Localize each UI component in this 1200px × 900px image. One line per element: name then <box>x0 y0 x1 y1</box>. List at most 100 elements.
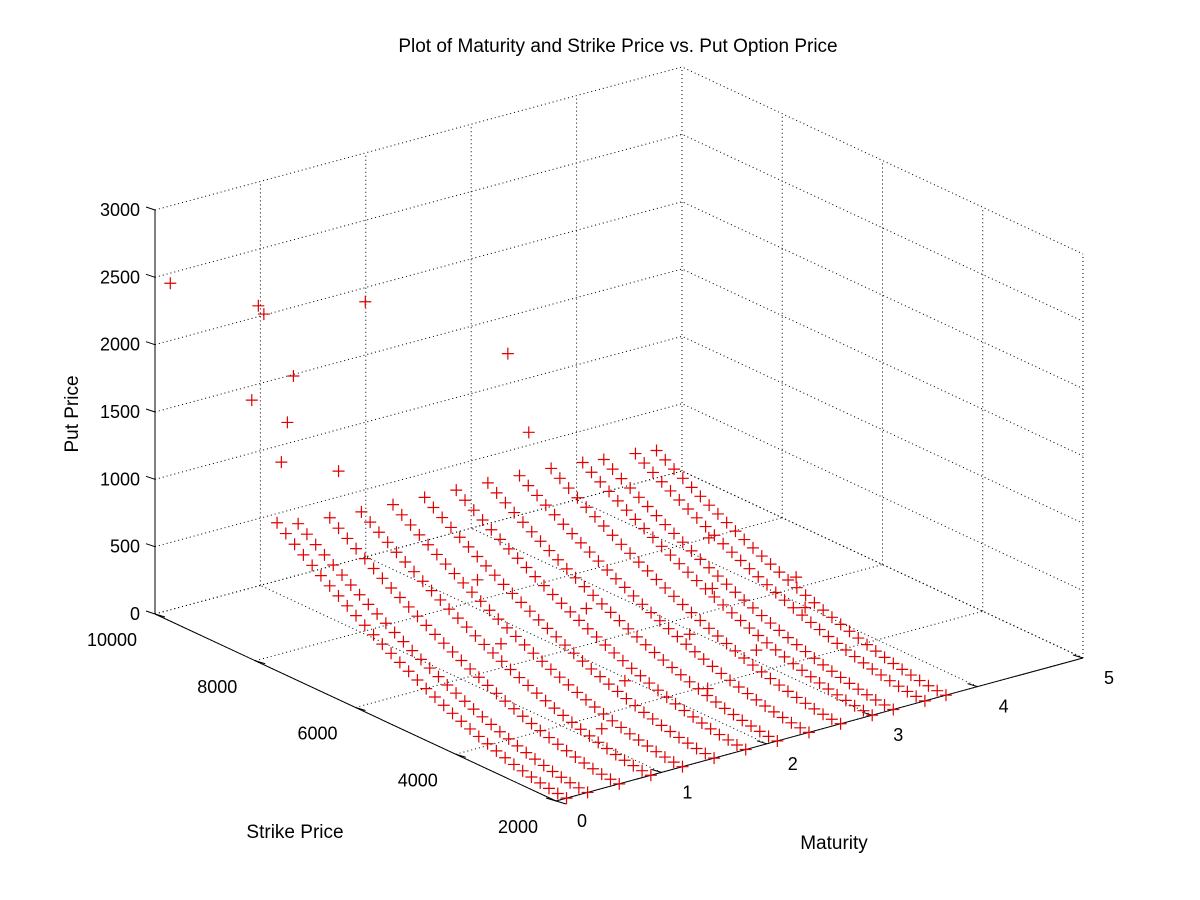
data-point-s4-2 <box>658 751 671 764</box>
data-point-s3-1 <box>636 764 649 777</box>
data-point-s9-32 <box>553 472 566 485</box>
data-point-s5-27 <box>471 550 484 563</box>
data-point-s1-25 <box>362 598 375 611</box>
data-point-extra-17 <box>618 674 631 687</box>
y-tick-3 <box>255 660 266 665</box>
data-point-s3-23 <box>443 603 456 616</box>
data-point-s7-17 <box>622 622 635 635</box>
data-point-s5-7 <box>646 712 659 725</box>
data-point-s10-9 <box>787 657 800 670</box>
data-point-s13-1 <box>931 684 944 697</box>
x-tick-4 <box>967 683 978 688</box>
z-tick-label-5: 2500 <box>100 267 140 287</box>
data-point-s9-33 <box>545 462 558 475</box>
data-point-s13-22 <box>746 541 759 554</box>
data-point-s9-8 <box>764 672 777 685</box>
data-point-s12-10 <box>831 637 844 650</box>
data-point-s12-22 <box>725 546 738 559</box>
z-tick-label-3: 1500 <box>100 402 140 422</box>
data-point-s12-27 <box>682 502 695 515</box>
data-point-s10-14 <box>743 622 756 635</box>
data-point-s0-26 <box>332 589 345 602</box>
mark-layer <box>164 277 952 805</box>
data-point-s11-6 <box>834 671 847 684</box>
data-point-s1-2 <box>564 776 577 789</box>
data-point-s0-18 <box>402 665 415 678</box>
data-point-s11-7 <box>825 665 838 678</box>
data-point-s6-12 <box>634 669 647 682</box>
data-point-s13-12 <box>834 618 847 631</box>
data-point-s6-32 <box>459 494 472 507</box>
y-tick-label-1: 4000 <box>398 770 438 790</box>
data-point-s12-31 <box>646 466 659 479</box>
data-point-s7-13 <box>657 654 670 667</box>
data-point-s3-11 <box>548 702 561 715</box>
data-point-s1-21 <box>397 635 410 648</box>
data-point-s13-20 <box>764 558 777 571</box>
data-point-s0-31 <box>288 538 301 551</box>
data-point-s2-10 <box>525 717 538 730</box>
x-tick-label-3: 3 <box>893 725 903 745</box>
z-tick-label-1: 500 <box>110 537 140 557</box>
data-point-s1-7 <box>520 746 533 759</box>
data-point-s2-19 <box>446 645 459 658</box>
data-point-s12-29 <box>664 484 677 497</box>
data-point-s9-22 <box>641 564 654 577</box>
data-point-s1-11 <box>485 718 498 731</box>
data-point-s10-1 <box>857 704 870 717</box>
data-point-s3-28 <box>399 556 412 569</box>
x-tick-0 <box>545 797 557 802</box>
data-point-s3-10 <box>557 709 570 722</box>
data-point-s8-29 <box>548 508 561 521</box>
data-point-s1-31 <box>309 538 322 551</box>
data-point-s4-13 <box>562 678 575 691</box>
data-point-s13-4 <box>904 669 917 682</box>
data-point-s12-9 <box>839 644 852 657</box>
data-point-s9-12 <box>729 644 742 657</box>
data-point-s6-29 <box>485 523 498 536</box>
data-point-s7-20 <box>595 597 608 610</box>
data-point-s8-6 <box>750 693 763 706</box>
data-point-s5-11 <box>611 685 624 698</box>
data-point-s11-33 <box>597 453 610 466</box>
data-point-s11-20 <box>711 570 724 583</box>
z-tick-label-4: 2000 <box>100 335 140 355</box>
data-point-s6-14 <box>616 654 629 667</box>
data-point-s0-21 <box>376 638 389 651</box>
data-point-s3-14 <box>522 679 535 692</box>
y-tick-label-0: 2000 <box>498 817 538 837</box>
data-point-s1-27 <box>344 578 357 591</box>
data-point-s10-7 <box>804 670 817 683</box>
data-point-s11-4 <box>852 683 865 696</box>
data-point-extra-12 <box>471 573 484 586</box>
data-point-s11-18 <box>729 586 742 599</box>
data-point-s3-15 <box>513 671 526 684</box>
data-point-s5-4 <box>673 731 686 744</box>
data-point-s1-15 <box>450 687 463 700</box>
data-point-s0-33 <box>271 516 284 529</box>
data-point-s5-19 <box>541 622 554 635</box>
data-point-s8-24 <box>592 555 605 568</box>
data-point-s2-27 <box>376 572 389 585</box>
data-point-s10-5 <box>822 683 835 695</box>
data-point-s1-30 <box>318 548 331 561</box>
data-point-s8-16 <box>662 622 675 635</box>
z-tick-3 <box>145 408 156 413</box>
data-point-s10-6 <box>813 676 826 689</box>
data-point-s3-5 <box>601 742 614 755</box>
data-point-s13-2 <box>922 679 935 692</box>
data-point-s10-17 <box>717 598 730 611</box>
data-point-s2-2 <box>595 768 608 781</box>
data-point-s5-2 <box>690 742 703 755</box>
data-point-s11-11 <box>790 638 803 651</box>
data-point-s1-8 <box>511 739 524 752</box>
data-point-s13-23 <box>738 533 751 546</box>
data-point-s9-27 <box>597 520 610 533</box>
data-point-s0-11 <box>464 722 477 735</box>
data-point-s11-17 <box>738 594 751 607</box>
data-point-s12-18 <box>761 578 774 591</box>
data-point-s4-12 <box>571 686 584 699</box>
data-point-s0-14 <box>437 699 450 712</box>
data-point-s13-13 <box>825 611 838 624</box>
data-point-s4-7 <box>615 721 628 734</box>
